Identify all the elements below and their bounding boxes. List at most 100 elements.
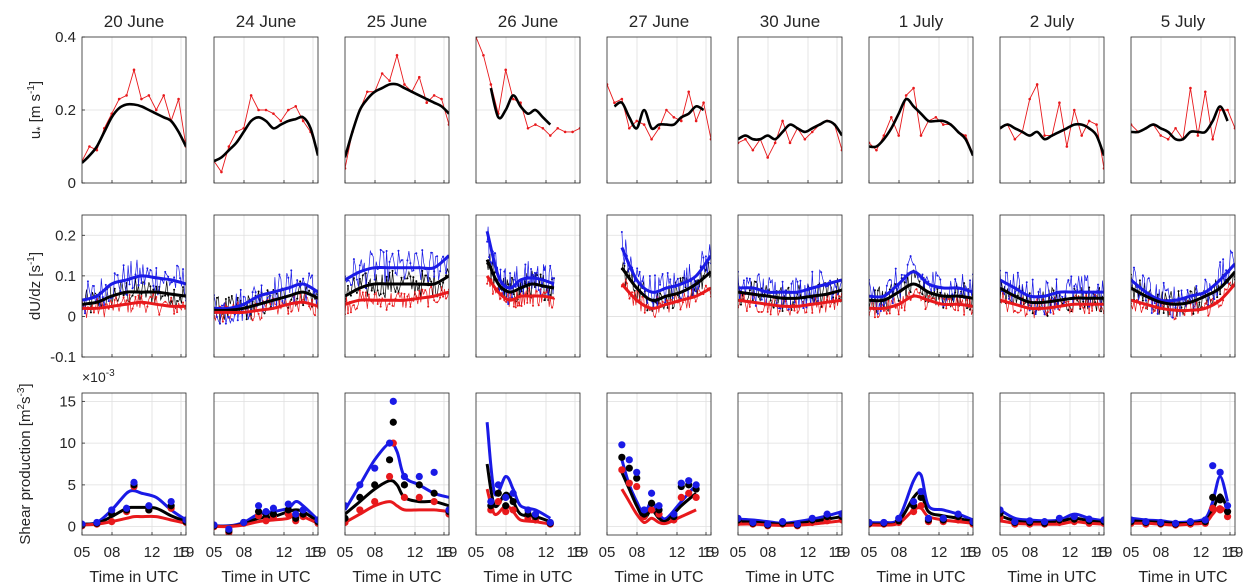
data-point-blue [702,256,705,259]
data-point-black [1094,301,1097,304]
data-point-blue [738,514,742,522]
series-red-raw [345,285,449,315]
data-point-blue [933,289,936,292]
data-point-black [1189,290,1192,293]
data-point-blue [921,273,924,276]
data-point-red [170,296,173,299]
series-blue-smoothed [869,270,973,299]
data-point-black [903,281,906,284]
data-point-red [1070,308,1073,311]
data-point-red [677,493,685,502]
data-point-blue [221,304,224,307]
panel-r3-c9 [1130,392,1236,536]
data-point-red [906,295,909,298]
data-point-blue [311,274,314,277]
data-point-blue [397,249,400,252]
data-point-black [391,269,394,272]
data-point-black [412,276,415,279]
data-point-blue [355,278,358,281]
data-point-blue [1171,519,1180,527]
plot-area [607,83,711,141]
data-point-red [505,301,508,304]
y-tick-label: 0.1 [55,268,76,285]
x-tick-label: 15 [1091,544,1108,561]
data-point-blue [745,277,748,280]
panel-frame [868,392,974,536]
data-point-blue [389,397,397,405]
data-point-black [659,292,662,295]
data-point-red [227,145,231,148]
panel-r2-c5 [606,214,712,358]
data-point-blue [108,506,116,514]
data-point-red [702,101,705,104]
data-point-blue [1025,281,1028,284]
data-point-red [220,170,223,174]
data-point-black [370,289,373,292]
data-point-blue [412,269,415,272]
data-point-blue [445,272,448,275]
data-point-blue [507,302,510,305]
series-blue-line [345,441,449,511]
data-point-black [421,269,424,272]
data-point-red [1209,504,1217,512]
data-point-red [400,493,409,502]
data-point-blue [802,307,805,310]
data-point-blue [808,514,816,522]
panel-r3-c6 [737,392,843,536]
data-point-red [889,116,893,119]
data-point-red [400,292,403,295]
panel-r3-c7 [868,392,974,536]
data-point-red [672,116,676,119]
y-tick-label: 0.2 [55,102,76,119]
data-point-blue [409,262,412,265]
data-point-red [773,141,777,145]
data-point-blue [924,514,933,522]
series-red-smoothed [1000,298,1104,311]
data-point-black [679,277,682,280]
data-point-red [625,282,628,285]
plot-area [82,478,186,530]
series-black-smoothed [869,282,973,303]
data-point-black [400,481,409,489]
data-point-blue [406,259,409,262]
data-point-blue [676,277,679,280]
data-point-red [294,105,298,108]
data-point-red [1058,309,1061,312]
x-tick-label: 05 [206,544,223,561]
data-point-red [286,108,290,112]
data-point-red [518,304,521,307]
plot-area [214,94,318,174]
data-point-black [549,294,552,297]
data-point-red [1219,304,1222,307]
data-point-black [164,294,167,297]
data-point-red [909,508,918,516]
data-point-red [1166,137,1170,141]
panel-frame [999,214,1105,358]
data-point-red [352,304,355,307]
data-point-black [873,289,876,292]
data-point-red [1091,309,1094,312]
data-point-blue [531,510,540,518]
data-point-black [739,303,742,306]
data-point-red [418,289,421,292]
data-point-red [751,148,755,152]
data-point-red [897,134,901,137]
data-point-black [754,280,757,283]
data-point-black [152,288,155,291]
data-point-black [254,508,263,516]
data-point-blue [385,439,394,447]
data-point-blue [697,287,700,290]
data-point-blue [1216,293,1219,296]
data-point-red [826,298,829,301]
x-tick-label: 05 [468,544,485,561]
data-point-blue [769,281,772,284]
data-point-black [918,280,921,283]
data-point-red [509,506,517,514]
data-point-blue [167,275,170,278]
plot-area [620,230,711,318]
data-point-blue [281,300,284,303]
x-tick-label: 12 [144,544,161,561]
data-point-red [499,297,502,300]
series-blue-line [869,471,973,525]
data-point-red [635,119,639,123]
